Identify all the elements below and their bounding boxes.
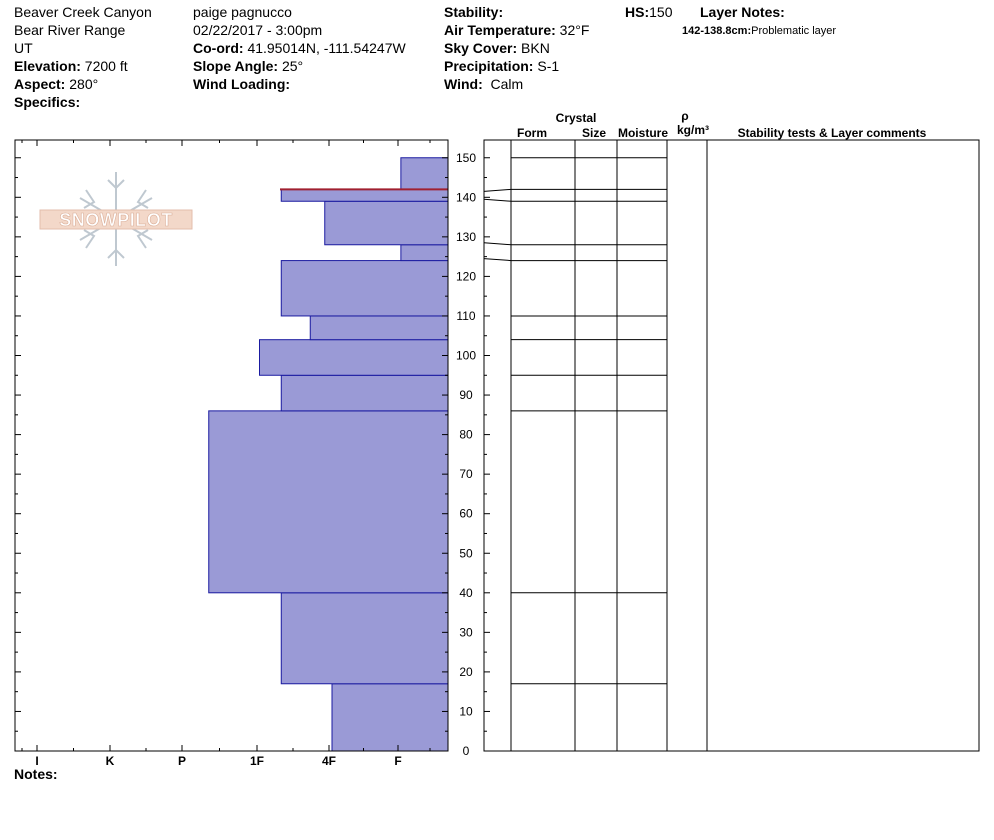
hardness-layer-bar [400,157,449,190]
hardness-label: 4F [322,754,336,768]
hardness-label: K [106,754,115,768]
height-tick-label: 140 [456,190,476,204]
wind-loading-label: Wind Loading: [193,76,291,92]
precipitation: Precipitation: S-1 [444,57,559,75]
air-temperature: Air Temperature: 32°F [444,21,589,39]
specifics-label: Specifics: [14,94,81,110]
height-tick-label: 80 [459,428,473,442]
size-header: Size [582,126,606,140]
wind: Wind: Calm [444,75,523,93]
layer-notes-title: Layer Notes: [700,3,785,21]
density-unit: kg/m³ [677,123,709,137]
observation-datetime: 02/22/2017 - 3:00pm [193,22,323,38]
aspect-value: 280° [69,76,99,92]
sky-cover: Sky Cover: BKN [444,39,550,57]
elevation-value: 7200 ft [84,58,128,74]
coordinates: Co-ord: 41.95014N, -111.54247W [193,39,406,57]
hardness-layer-bar [208,410,449,594]
hardness-layer-bar [280,374,449,412]
density-symbol: ρ [681,109,688,123]
sky-label: Sky Cover: [444,40,518,56]
height-tick-label: 130 [456,230,476,244]
hardness-layer-bar [280,188,449,202]
height-tick-label: 100 [456,349,476,363]
aspect-label: Aspect: [14,76,66,92]
hardness-label: P [178,754,186,768]
aspect: Aspect: 280° [14,75,98,93]
hardness-plot-frame [14,139,449,752]
hardness-label: 1F [250,754,264,768]
crystal-header: Crystal [556,111,597,125]
height-tick-label: 60 [459,507,473,521]
slope-angle: Slope Angle: 25° [193,57,303,75]
air-temp-value: 32°F [559,22,590,38]
site-range: Bear River Range [14,22,126,38]
notes-label: Notes: [14,766,58,782]
precip-value: S-1 [537,58,560,74]
moisture-header: Moisture [618,126,668,140]
specifics: Specifics: [14,93,80,111]
slope-label: Slope Angle: [193,58,279,74]
hardness-layer-bar [280,592,449,685]
precip-label: Precipitation: [444,58,534,74]
snowpilot-logo: SNOWPILOT [39,172,193,266]
height-tick-label: 0 [463,744,470,758]
height-tick-label: 150 [456,151,476,165]
layer-note-text: Problematic layer [751,25,837,37]
elevation: Elevation: 7200 ft [14,57,128,75]
hardness-label: F [394,754,401,768]
hardness-layer-bar [324,200,449,246]
site-location: Beaver Creek Canyon [14,4,152,20]
hardness-layer-bar [280,260,449,317]
stability-label: Stability: [444,4,504,20]
height-tick-label: 30 [459,625,473,639]
height-tick-label: 90 [459,388,473,402]
sky-value: BKN [521,40,550,56]
site-state: UT [14,40,33,56]
layer-notes-title-text: Layer Notes: [700,4,785,20]
hs-label: HS: [625,4,650,20]
logo-band [39,209,193,230]
coord-label: Co-ord: [193,40,244,56]
layer-note-range: 142-138.8cm: [682,25,752,37]
layer-connector [483,242,512,246]
hardness-layer-bar [309,315,449,341]
hardness-layer-bar [331,683,449,752]
height-tick-label: 110 [456,309,475,323]
height-tick-label: 10 [459,704,473,718]
stability: Stability: [444,3,503,21]
layer-note: 142-138.8cm:Problematic layer [682,22,836,40]
logo-text: SNOWPILOT [59,210,173,230]
slope-value: 25° [281,58,304,74]
height-tick-label: 50 [459,546,473,560]
notes: Notes: [14,765,58,783]
layer-connector [483,198,512,202]
hs-value: 150 [649,4,673,20]
form-header: Form [517,126,547,140]
layer-connector [483,188,512,192]
hardness-label: I [35,754,38,768]
wind-label: Wind: [444,76,483,92]
height-tick-label: 120 [456,269,476,283]
coord-value: 41.95014N, -111.54247W [247,40,406,56]
height-tick-label: 20 [459,665,473,679]
observer-name: paige pagnucco [193,4,292,20]
height-tick-label: 70 [459,467,473,481]
wind-value: Calm [490,76,524,92]
hardness-layer-bar [400,244,449,262]
elevation-label: Elevation: [14,58,81,74]
comments-header: Stability tests & Layer comments [738,126,927,140]
layer-table-frame [483,139,980,752]
total-snow-height: HS:150 [625,3,672,21]
air-temp-label: Air Temperature: [444,22,556,38]
height-tick-label: 40 [459,586,473,600]
wind-loading: Wind Loading: [193,75,290,93]
hardness-layer-bar [259,339,449,376]
layer-connector [483,258,512,262]
